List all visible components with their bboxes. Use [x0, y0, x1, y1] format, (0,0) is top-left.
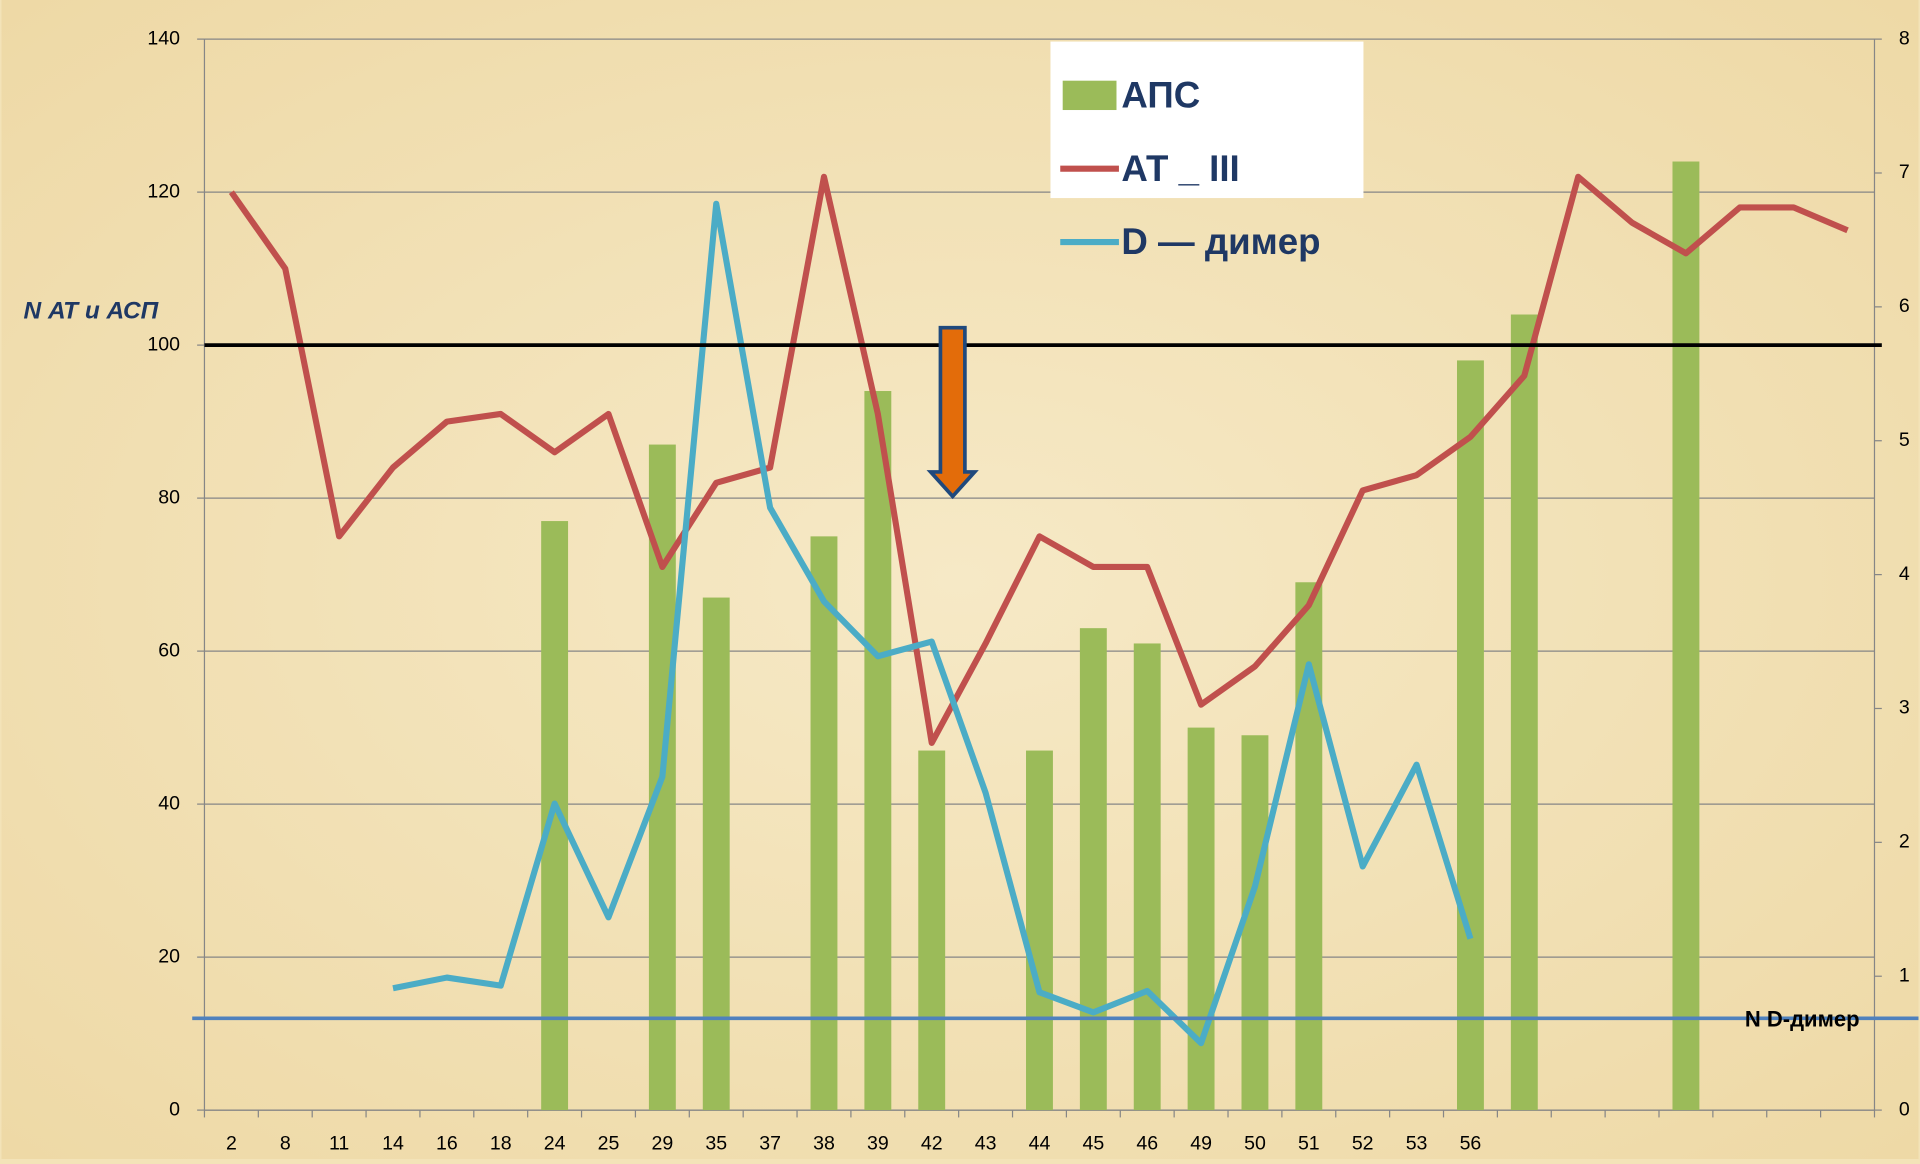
x-tick-label: 14 [382, 1133, 404, 1155]
y2-tick-label: 0 [1899, 1098, 1910, 1120]
x-tick-label: 35 [705, 1133, 727, 1155]
x-tick-label: 24 [544, 1133, 566, 1155]
legend-label: D — димер [1121, 221, 1320, 262]
x-tick-label: 46 [1136, 1133, 1158, 1155]
x-tick-label: 56 [1460, 1133, 1482, 1155]
y-tick-label: 0 [169, 1098, 180, 1120]
legend-swatch [1062, 80, 1117, 111]
y-tick-label: 40 [158, 792, 180, 814]
x-tick-label: 29 [651, 1133, 673, 1155]
y2-tick-label: 6 [1899, 295, 1910, 317]
x-tick-label: 25 [598, 1133, 620, 1155]
x-tick-label: 2 [226, 1133, 237, 1155]
arrow [926, 325, 979, 500]
legend-label: АТ _ III [1121, 148, 1239, 189]
x-tick-label: 50 [1244, 1133, 1266, 1155]
x-tick-label: 51 [1298, 1133, 1320, 1155]
y-tick-label: 120 [147, 180, 180, 202]
y-tick-label: 20 [158, 945, 180, 967]
y2-tick-label: 1 [1899, 964, 1910, 986]
y2-tick-label: 7 [1899, 161, 1910, 183]
bar [918, 750, 946, 1111]
bar [1133, 643, 1161, 1111]
x-tick-label: 39 [867, 1133, 889, 1155]
x-tick-label: 49 [1190, 1133, 1212, 1155]
x-tick-label: 42 [921, 1133, 943, 1155]
x-tick-label: 8 [280, 1133, 291, 1155]
y2-tick-label: 2 [1899, 831, 1910, 853]
x-tick-label: 53 [1406, 1133, 1428, 1155]
y2-tick-label: 3 [1899, 697, 1910, 719]
bar [1672, 161, 1700, 1111]
bar [1187, 727, 1215, 1111]
line [228, 173, 1849, 746]
reference-label: N D-димер [1745, 1007, 1860, 1032]
bar [541, 521, 569, 1111]
x-tick-label: 38 [813, 1133, 835, 1155]
x-tick-label: 52 [1352, 1133, 1374, 1155]
y2-tick-label: 4 [1899, 563, 1910, 585]
y-tick-label: 80 [158, 486, 180, 508]
bar [1241, 735, 1269, 1111]
bar [1510, 314, 1538, 1111]
x-tick-label: 11 [329, 1133, 349, 1155]
y-tick-label: 140 [147, 27, 180, 49]
legend-label: АПС [1121, 74, 1200, 115]
reference-label: N АТ и АСП [24, 298, 159, 325]
legend-box [1050, 41, 1364, 199]
y-tick-label: 100 [147, 333, 180, 355]
y2-tick-label: 8 [1899, 27, 1910, 49]
bar [1079, 628, 1107, 1111]
bar [1026, 750, 1053, 1111]
y-tick-label: 60 [158, 639, 180, 661]
x-tick-label: 37 [759, 1133, 781, 1155]
x-tick-label: 18 [490, 1133, 512, 1155]
bar [864, 391, 892, 1111]
x-tick-label: 43 [975, 1133, 997, 1155]
x-tick-label: 16 [436, 1133, 458, 1155]
bar [702, 597, 730, 1111]
bar [810, 536, 838, 1111]
bar [1456, 360, 1484, 1111]
x-tick-label: 44 [1029, 1133, 1051, 1155]
line [392, 200, 1474, 1047]
x-tick-label: 45 [1082, 1133, 1104, 1155]
y2-tick-label: 5 [1899, 429, 1910, 451]
